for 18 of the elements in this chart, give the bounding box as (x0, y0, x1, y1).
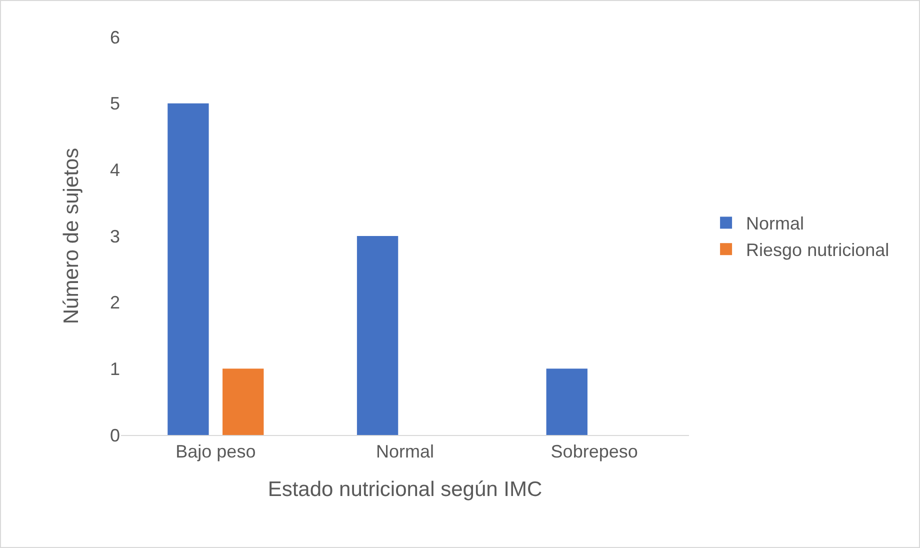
x-tick-label: Bajo peso (176, 442, 256, 462)
bar (546, 368, 588, 435)
y-tick-label: 5 (110, 94, 120, 114)
y-tick-label: 3 (110, 226, 120, 246)
y-tick-label: 4 (110, 160, 120, 180)
y-tick-label: 0 (110, 425, 120, 446)
x-tick-label: Sobrepeso (550, 442, 638, 462)
legend-label: Normal (746, 214, 804, 234)
x-axis-title: Estado nutricional según IMC (268, 478, 542, 501)
legend-label: Riesgo nutricional (746, 240, 890, 260)
x-tick-label: Normal (376, 442, 434, 462)
y-tick-label: 1 (110, 358, 120, 379)
y-axis-title: Número de sujetos (60, 148, 84, 324)
bar (222, 368, 264, 435)
y-tick-label: 6 (110, 27, 120, 48)
bar (356, 236, 398, 435)
y-tick-label: 2 (110, 292, 120, 313)
bar (168, 103, 209, 435)
